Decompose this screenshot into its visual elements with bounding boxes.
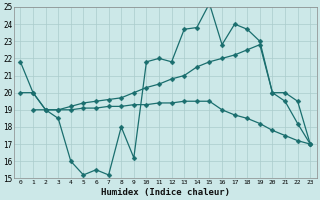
- X-axis label: Humidex (Indice chaleur): Humidex (Indice chaleur): [101, 188, 230, 197]
